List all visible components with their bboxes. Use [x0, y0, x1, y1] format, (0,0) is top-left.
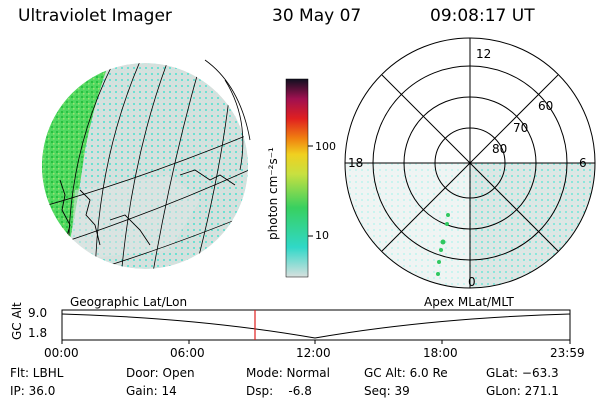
- altitude-xtick-0600: 06:00: [170, 346, 205, 360]
- altitude-ytick-9: 9.0: [28, 306, 48, 320]
- mode-status: Mode: Normal: [246, 366, 330, 380]
- gc-alt-status: GC Alt: 6.0 Re: [364, 366, 448, 380]
- colorbar-tick-100: 100: [315, 140, 336, 153]
- mlt-label-6: 6: [579, 156, 587, 170]
- altitude-xtick-1800: 18:00: [423, 346, 458, 360]
- lat-label-80: 80: [492, 142, 508, 156]
- date-label: 30 May 07: [272, 6, 362, 26]
- green-emission-points: [436, 213, 450, 276]
- glon-status: GLon: 271.1: [486, 384, 559, 398]
- altitude-curve: [61, 313, 571, 339]
- altitude-ytick-1-8: 1.8: [28, 326, 48, 340]
- geographic-panel-label: Geographic Lat/Lon: [70, 295, 188, 309]
- filter-status: Flt: LBHL: [10, 366, 64, 380]
- altitude-xtick-0000: 00:00: [44, 346, 79, 360]
- altitude-xtick-1200: 12:00: [296, 346, 331, 360]
- glat-status: GLat: −63.3: [486, 366, 559, 380]
- altitude-xtick-2359: 23:59: [550, 346, 585, 360]
- colorbar-tick-10: 10: [315, 229, 329, 242]
- geographic-grid: [42, 63, 248, 269]
- apex-panel-label: Apex MLat/MLT: [424, 295, 514, 309]
- lat-label-60: 60: [538, 99, 554, 113]
- time-label: 09:08:17 UT: [430, 6, 535, 26]
- mlt-label-0: 0: [468, 275, 476, 289]
- ip-status: IP: 36.0: [10, 384, 56, 398]
- lat-label-70: 70: [513, 121, 529, 135]
- altitude-ylabel: GC Alt: [10, 302, 24, 340]
- gain-status: Gain: 14: [126, 384, 177, 398]
- seq-status: Seq: 39: [364, 384, 410, 398]
- mlt-label-18: 18: [348, 156, 364, 170]
- app-title: Ultraviolet Imager: [18, 6, 172, 26]
- mlt-label-12: 12: [476, 47, 492, 61]
- door-status: Door: Open: [126, 366, 195, 380]
- dsp-status: Dsp: -6.8: [246, 384, 312, 398]
